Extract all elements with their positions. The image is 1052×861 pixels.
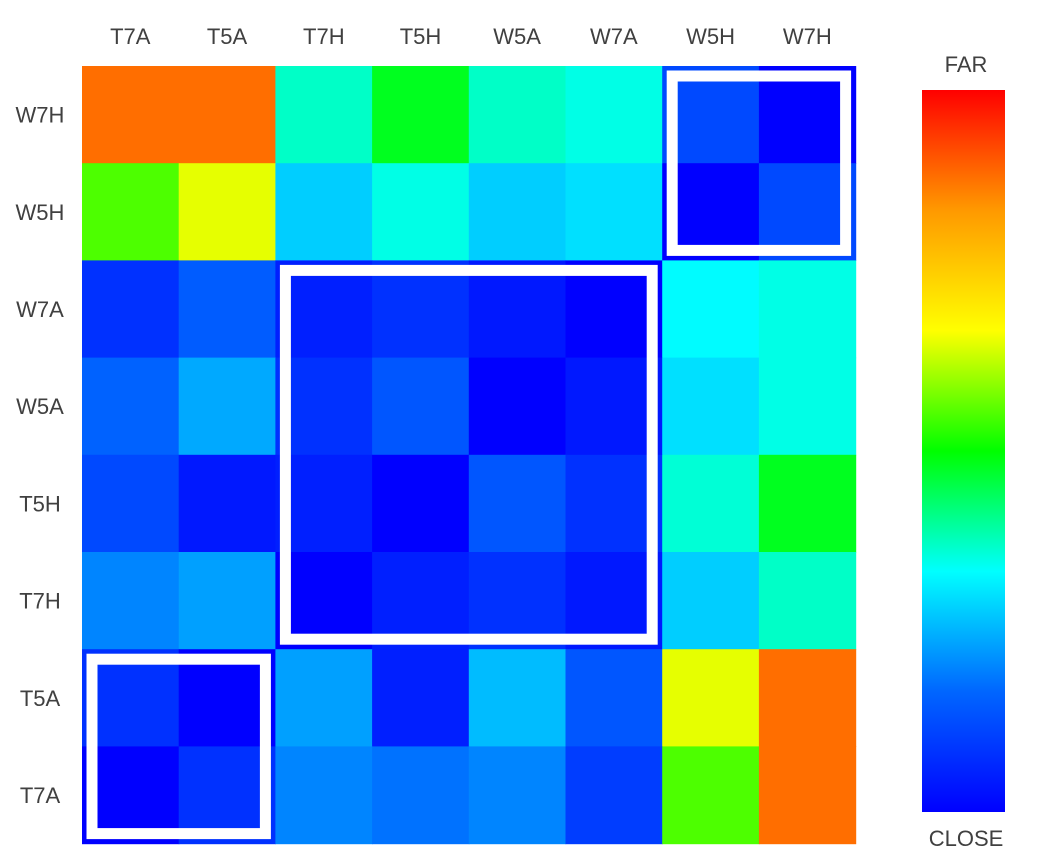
heatmap-cell-w7a-t5a xyxy=(178,260,276,359)
heatmap-cell-t7a-w7a xyxy=(565,746,663,845)
heatmap-cell-t7h-t5h xyxy=(372,552,470,650)
heatmap-cell-t5a-t7h xyxy=(275,649,373,747)
heatmap-cell-w5a-w7a xyxy=(565,357,663,456)
y-tick-label-w5h: W5H xyxy=(16,200,65,225)
heatmap-cell-t5a-t5h xyxy=(372,649,470,747)
heatmap-cell-w7h-t7a xyxy=(82,66,180,164)
heatmap-cell-t5a-w7h xyxy=(758,649,857,747)
x-tick-label-t5h: T5H xyxy=(400,24,442,49)
colorbar: FAR CLOSE xyxy=(922,52,1005,851)
heatmap-cell-w5h-t5a xyxy=(178,163,276,261)
highlight-boxes xyxy=(86,70,852,840)
heatmap-cell-w7a-t7h xyxy=(275,260,373,359)
heatmap-cell-w7h-t5a xyxy=(178,66,276,164)
heatmap-cell-w5h-t7h xyxy=(275,163,373,261)
heatmap-cell-t7h-w7h xyxy=(758,552,857,650)
heatmap-cell-t7h-w5h xyxy=(662,552,760,650)
heatmap-cell-w7a-w7a xyxy=(565,260,663,359)
heatmap-cell-t7a-t5h xyxy=(372,746,470,845)
y-tick-label-t5a: T5A xyxy=(20,686,61,711)
heatmap-cell-w7h-t7h xyxy=(275,66,373,164)
heatmap-cell-w5h-w5a xyxy=(468,163,567,261)
y-tick-labels: W7H W5H W7A W5A T5H T7H T5A T7A xyxy=(16,103,65,808)
heatmap-cell-t5a-w5h xyxy=(662,649,760,747)
highlight-box-2 xyxy=(279,264,658,645)
heatmap-cell-w7h-w7a xyxy=(565,66,663,164)
heatmap-cell-t5h-w5h xyxy=(662,454,760,553)
y-tick-label-w7h: W7H xyxy=(16,103,65,128)
heatmap-cell-w7a-w5h xyxy=(662,260,760,359)
colorbar-gradient xyxy=(922,90,1005,812)
heatmap-cell-w7h-w5a xyxy=(468,66,567,164)
heatmap-cell-w5a-t5a xyxy=(178,357,276,456)
heatmap-cell-w5a-t7a xyxy=(82,357,180,456)
heatmap-cell-t5a-w7a xyxy=(565,649,663,747)
heatmap-cell-w5h-w7h xyxy=(758,163,857,261)
heatmap-cell-t7a-w5h xyxy=(662,746,760,845)
heatmap-cell-t5h-t5h xyxy=(372,454,470,553)
heatmap-cell-t7a-t7h xyxy=(275,746,373,845)
x-tick-label-t7h: T7H xyxy=(303,24,345,49)
colorbar-bottom-label: CLOSE xyxy=(929,826,1004,851)
x-tick-label-w7a: W7A xyxy=(590,24,638,49)
x-tick-label-t7a: T7A xyxy=(110,24,151,49)
heatmap-cell-t5h-t7h xyxy=(275,454,373,553)
heatmap-cell-t7a-w5a xyxy=(468,746,567,845)
highlight-box-1 xyxy=(666,70,852,256)
heatmap-cell-t7a-w7h xyxy=(758,746,857,845)
heatmap-cell-w5h-w7a xyxy=(565,163,663,261)
y-tick-label-w7a: W7A xyxy=(16,297,64,322)
y-tick-label-t7a: T7A xyxy=(20,783,61,808)
heatmap-cell-w7a-t7a xyxy=(82,260,180,359)
heatmap-cell-w5a-w5a xyxy=(468,357,567,456)
heatmap-cell-w7a-t5h xyxy=(372,260,470,359)
y-tick-label-t7h: T7H xyxy=(19,589,61,614)
heatmap-cell-w5h-w5h xyxy=(662,163,760,261)
x-tick-labels: T7A T5A T7H T5H W5A W7A W5H W7H xyxy=(110,24,832,49)
colorbar-top-label: FAR xyxy=(945,52,988,77)
heatmap-cell-w7a-w5a xyxy=(468,260,567,359)
heatmap-cell-t5a-w5a xyxy=(468,649,567,747)
heatmap-cells xyxy=(82,66,857,845)
heatmap-cell-t5h-t7a xyxy=(82,454,180,553)
heatmap-cell-t7h-t7h xyxy=(275,552,373,650)
heatmap-cell-t7h-t5a xyxy=(178,552,276,650)
heatmap-cell-t5h-w7h xyxy=(758,454,857,553)
y-tick-label-w5a: W5A xyxy=(16,394,64,419)
heatmap-cell-w7h-t5h xyxy=(372,66,470,164)
x-tick-label-w7h: W7H xyxy=(783,24,832,49)
x-tick-label-w5a: W5A xyxy=(493,24,541,49)
heatmap-cell-t7h-w7a xyxy=(565,552,663,650)
highlight-box-3 xyxy=(86,653,271,840)
heatmap-cell-w5h-t7a xyxy=(82,163,180,261)
heatmap-cell-w7a-w7h xyxy=(758,260,857,359)
heatmap-cell-t7h-w5a xyxy=(468,552,567,650)
heatmap-cell-t7a-t7a xyxy=(82,746,180,845)
heatmap-cell-w5a-w7h xyxy=(758,357,857,456)
heatmap-cell-t5h-t5a xyxy=(178,454,276,553)
heatmap-cell-t7h-t7a xyxy=(82,552,180,650)
x-tick-label-t5a: T5A xyxy=(207,24,248,49)
heatmap-cell-w5a-w5h xyxy=(662,357,760,456)
heatmap-cell-w7h-w7h xyxy=(758,66,857,164)
heatmap-cell-w5h-t5h xyxy=(372,163,470,261)
heatmap-cell-t7a-t5a xyxy=(178,746,276,845)
x-tick-label-w5h: W5H xyxy=(686,24,735,49)
heatmap-cell-t5h-w7a xyxy=(565,454,663,553)
heatmap-cell-w5a-t5h xyxy=(372,357,470,456)
heatmap-cell-w7h-w5h xyxy=(662,66,760,164)
y-tick-label-t5h: T5H xyxy=(19,491,61,516)
heatmap-cell-w5a-t7h xyxy=(275,357,373,456)
heatmap-cell-t5a-t5a xyxy=(178,649,276,747)
heatmap-cell-t5h-w5a xyxy=(468,454,567,553)
heatmap-cell-t5a-t7a xyxy=(82,649,180,747)
